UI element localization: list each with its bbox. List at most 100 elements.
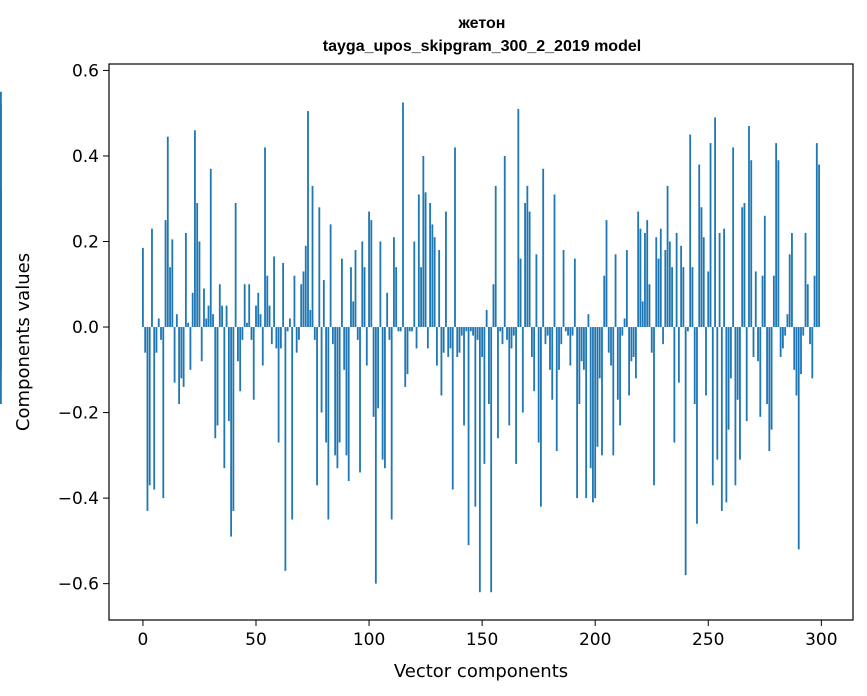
bar-198 [589,327,592,469]
bar-73 [307,111,309,328]
bar-247 [700,207,703,328]
bar-162 [508,327,511,426]
bar-0 [142,247,144,328]
bar-216 [630,327,633,362]
bar-224 [648,284,651,328]
bar-182 [553,194,556,328]
bar-50 [255,305,257,328]
bar-269 [750,160,753,328]
bar-276 [766,327,768,405]
bar-246 [698,164,701,328]
bar-290 [797,327,800,550]
bar-72 [304,245,307,328]
bar-123 [420,267,422,328]
bar-6 [155,327,158,353]
y-axis-label: Components values [13,253,34,431]
bar-68 [295,327,298,353]
bar-204 [603,275,606,328]
bar-30 [209,168,212,328]
bar-5 [153,327,156,490]
bar-88 [341,258,343,328]
bar-44 [241,327,244,340]
bar-207 [610,327,612,366]
bar-265 [741,207,744,328]
bar-17 [180,327,183,379]
bar-215 [628,327,631,396]
bar-69 [298,327,300,340]
bar-177 [542,168,545,328]
bar-128 [431,224,434,328]
bar-undefined [0,258,2,328]
bar-169 [524,203,526,328]
bar-135 [447,327,450,357]
x-tick-label: 300 [805,630,837,650]
bar-76 [313,327,316,340]
bar-171 [528,211,531,328]
bar-294 [806,284,809,328]
bar-272 [757,327,759,362]
bar-254 [716,327,719,460]
bar-164 [512,327,515,336]
bar-71 [302,271,305,328]
y-tick-label: 0.6 [72,61,99,81]
bar-148 [476,327,479,340]
bar-140 [458,327,461,353]
bar-191 [573,258,576,328]
y-tick-label: 0.0 [72,318,99,338]
bar-122 [417,194,420,328]
bar-100 [368,211,370,328]
bar-256 [720,327,723,511]
bar-84 [331,327,334,345]
bar-180 [549,327,551,370]
bar-203 [601,327,603,456]
bar-268 [748,126,750,328]
bar-139 [456,327,459,357]
bar-109 [388,327,391,340]
bar-259 [727,327,730,430]
bar-189 [569,327,572,366]
bar-9 [162,327,165,499]
bar-106 [381,327,384,460]
bar-298 [815,143,818,328]
bar-166 [517,108,520,328]
bar-14 [173,327,176,383]
bar-52 [259,314,262,328]
bar-289 [795,327,798,396]
bar-15 [175,314,178,328]
chart-title: жетон [458,15,506,32]
bar-61 [279,327,282,349]
bar-165 [515,327,517,464]
bar-117 [406,327,409,375]
x-tick-label: 250 [692,630,724,650]
bar-138 [454,147,456,328]
bar-199 [592,327,594,503]
bar-130 [436,327,438,366]
bar-243 [691,267,694,328]
bar-234 [671,267,673,328]
bar-127 [429,203,432,328]
bar-63 [284,327,287,571]
bar-80 [322,279,325,328]
bar-230 [662,327,664,345]
bar-40 [232,327,235,511]
bar-16 [178,327,181,405]
bar-179 [546,327,549,336]
bar-99 [365,327,368,366]
y-tick-label: 0.4 [72,147,99,167]
bar-252 [711,327,714,486]
bar-37 [225,305,228,328]
bar-59 [275,327,278,349]
bar-219 [637,211,640,328]
bar-134 [445,211,447,328]
bar-107 [383,327,386,469]
bar-112 [395,267,398,328]
bar-194 [580,327,583,362]
bar-24 [196,203,199,328]
bar-220 [639,228,642,328]
bar-262 [734,327,737,486]
bar-150 [481,327,484,357]
bar-36 [223,327,226,469]
bar-158 [499,327,502,332]
bar-12 [169,267,171,328]
